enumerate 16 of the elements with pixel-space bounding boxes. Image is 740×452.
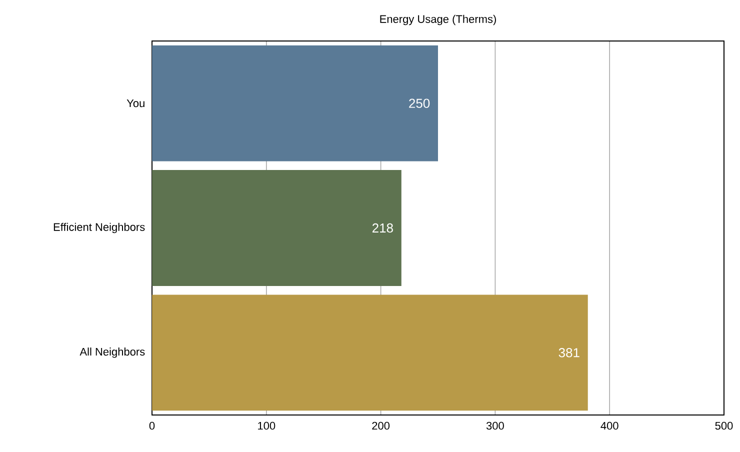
x-tick-label: 300 [486, 422, 504, 430]
data-label: 381 [558, 348, 580, 358]
y-tick-label: Efficient Neighbors [54, 222, 145, 234]
x-tick-label: 100 [258, 422, 276, 430]
data-label: 250 [409, 98, 430, 108]
bar [152, 170, 402, 286]
bar [152, 45, 438, 162]
x-tick-label: 200 [372, 422, 390, 430]
data-label: 218 [372, 223, 393, 233]
x-tick-label: 400 [600, 422, 618, 430]
y-tick-label: You [126, 100, 144, 108]
x-tick-label: 0 [149, 422, 155, 430]
x-tick-label: 500 [715, 422, 733, 430]
y-tick-label: All Neighbors [80, 348, 145, 358]
chart-title: Energy Usage (Therms) [380, 14, 496, 26]
bar [152, 294, 588, 411]
